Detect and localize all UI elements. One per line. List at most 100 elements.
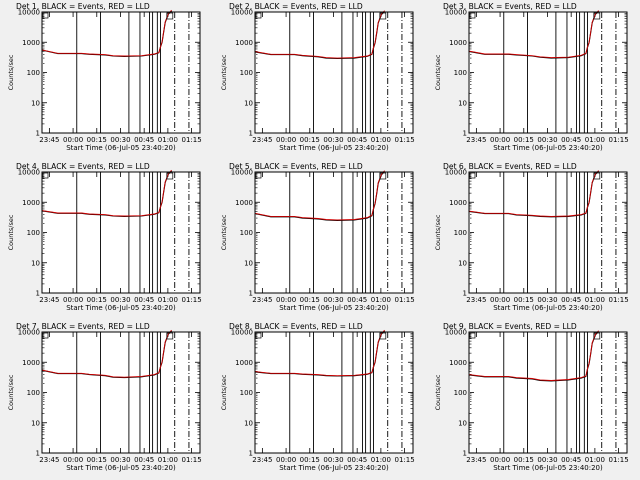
- x-tick-label: 01:15: [394, 456, 414, 464]
- x-tick-label: 00:00: [276, 456, 296, 464]
- plot-frame: [254, 11, 414, 134]
- y-tick-label: 1000: [449, 199, 467, 207]
- plot-frame: [468, 171, 628, 294]
- corner-marker: [593, 172, 601, 180]
- x-tick-label: 23:45: [252, 136, 272, 144]
- x-tick-label: 01:00: [158, 456, 178, 464]
- y-tick-label: 10000: [18, 9, 40, 17]
- y-axis-label: Counts/sec: [434, 214, 442, 250]
- chart-title: Det 6, BLACK = Events, RED = LLD: [443, 162, 577, 171]
- corner-marker: [166, 172, 174, 180]
- y-tick-label: 1000: [449, 39, 467, 47]
- y-tick-label: 10: [31, 419, 40, 427]
- y-tick-label: 1: [36, 450, 40, 458]
- x-tick-label: 00:00: [490, 296, 510, 304]
- corner-marker: [255, 172, 262, 179]
- x-tick-label: 00:15: [87, 136, 107, 144]
- y-tick-label: 10000: [231, 169, 253, 177]
- x-tick-label: 01:00: [585, 136, 605, 144]
- corner-marker: [593, 332, 601, 340]
- x-axis-label: Start Time (06-Jul-05 23:40:20): [66, 464, 176, 472]
- plot-frame: [468, 331, 628, 454]
- x-tick-label: 01:15: [181, 456, 201, 464]
- chart-panel: Det 7, BLACK = Events, RED = LLD 1 10 100 10…: [7, 322, 202, 472]
- x-tick-label: 00:15: [300, 136, 320, 144]
- y-tick-label: 10: [244, 419, 253, 427]
- x-tick-label: 01:15: [394, 136, 414, 144]
- y-tick-label: 100: [454, 69, 467, 77]
- x-tick-label: 00:30: [323, 456, 343, 464]
- y-axis-label: Counts/sec: [220, 54, 228, 90]
- y-tick-label: 1000: [235, 199, 253, 207]
- x-tick-label: 00:45: [347, 456, 367, 464]
- x-tick-label: 00:15: [300, 296, 320, 304]
- x-axis-label: Start Time (06-Jul-05 23:40:20): [279, 464, 389, 472]
- corner-marker: [469, 332, 476, 339]
- y-tick-label: 10000: [231, 329, 253, 337]
- x-tick-label: 23:45: [466, 136, 486, 144]
- corner-marker: [593, 12, 601, 20]
- x-tick-label: 00:45: [134, 296, 154, 304]
- corner-marker: [166, 12, 174, 20]
- x-tick-label: 01:00: [371, 456, 391, 464]
- x-axis-label: Start Time (06-Jul-05 23:40:20): [66, 144, 176, 152]
- plot-area: [469, 332, 627, 453]
- x-tick-label: 01:15: [608, 136, 628, 144]
- x-tick-label: 01:00: [371, 136, 391, 144]
- x-tick-label: 00:00: [490, 136, 510, 144]
- x-tick-label: 00:00: [63, 456, 83, 464]
- x-tick-label: 00:30: [537, 136, 557, 144]
- x-tick-label: 01:00: [371, 296, 391, 304]
- chart-panel: Det 1, BLACK = Events, RED = LLD 1 10 100 10…: [7, 2, 202, 152]
- y-tick-label: 10000: [18, 329, 40, 337]
- x-tick-label: 01:15: [608, 296, 628, 304]
- plot-area: [42, 172, 200, 293]
- plot-frame: [41, 171, 201, 294]
- plot-area: [42, 12, 200, 133]
- x-tick-label: 01:15: [181, 136, 201, 144]
- y-tick-label: 10000: [445, 329, 467, 337]
- y-tick-label: 1: [249, 130, 253, 138]
- y-tick-label: 10000: [18, 169, 40, 177]
- y-tick-label: 1000: [22, 359, 40, 367]
- y-tick-label: 1: [36, 290, 40, 298]
- corner-marker: [255, 12, 262, 19]
- x-tick-label: 00:00: [276, 136, 296, 144]
- x-tick-label: 23:45: [252, 296, 272, 304]
- chart-title: Det 5, BLACK = Events, RED = LLD: [229, 162, 363, 171]
- x-tick-label: 01:00: [158, 136, 178, 144]
- x-tick-label: 23:45: [466, 456, 486, 464]
- y-tick-label: 10000: [445, 169, 467, 177]
- plot-area: [255, 172, 413, 293]
- plot-frame: [41, 11, 201, 134]
- y-tick-label: 10: [458, 419, 467, 427]
- plot-area: [255, 12, 413, 133]
- y-axis-label: Counts/sec: [7, 54, 15, 90]
- corner-marker: [166, 332, 174, 340]
- y-tick-label: 100: [27, 69, 40, 77]
- series-line-lld: [468, 170, 599, 217]
- chart-panel: Det 2, BLACK = Events, RED = LLD 1 10 100 10…: [220, 2, 415, 152]
- y-tick-label: 10: [244, 99, 253, 107]
- y-axis-label: Counts/sec: [220, 374, 228, 410]
- x-axis-label: Start Time (06-Jul-05 23:40:20): [66, 304, 176, 312]
- x-axis-label: Start Time (06-Jul-05 23:40:20): [279, 144, 389, 152]
- x-axis-label: Start Time (06-Jul-05 23:40:20): [493, 304, 603, 312]
- x-tick-label: 00:45: [347, 296, 367, 304]
- y-axis-label: Counts/sec: [434, 374, 442, 410]
- series-line-lld: [254, 10, 385, 59]
- chart-panel: Det 3, BLACK = Events, RED = LLD 1 10 100 10…: [434, 2, 629, 152]
- series-line-lld: [41, 169, 172, 217]
- x-tick-label: 00:30: [537, 296, 557, 304]
- chart-title: Det 4, BLACK = Events, RED = LLD: [16, 162, 150, 171]
- y-tick-label: 100: [454, 389, 467, 397]
- x-tick-label: 00:15: [300, 456, 320, 464]
- x-tick-label: 00:45: [347, 136, 367, 144]
- x-tick-label: 00:45: [561, 296, 581, 304]
- chart-panel: Det 4, BLACK = Events, RED = LLD 1 10 100 10…: [7, 162, 202, 312]
- chart-title: Det 9, BLACK = Events, RED = LLD: [443, 322, 577, 331]
- x-tick-label: 00:45: [134, 456, 154, 464]
- corner-marker: [379, 172, 387, 180]
- y-tick-label: 1: [249, 290, 253, 298]
- y-tick-label: 10: [31, 259, 40, 267]
